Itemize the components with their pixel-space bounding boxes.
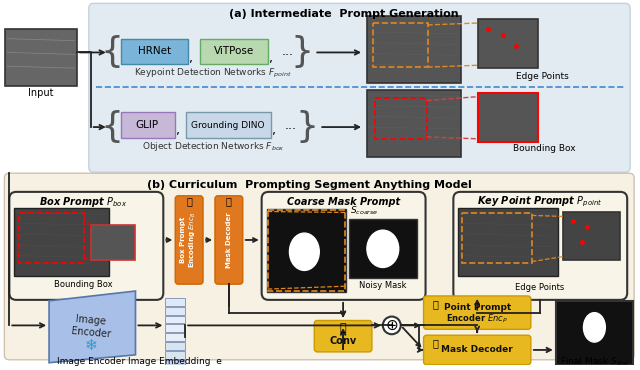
Text: $S_{coarse}$: $S_{coarse}$ xyxy=(350,204,378,217)
Text: }: } xyxy=(296,110,319,144)
FancyBboxPatch shape xyxy=(453,192,627,300)
Bar xyxy=(165,324,185,332)
Text: Image: Image xyxy=(75,314,106,327)
Bar xyxy=(165,298,185,306)
Text: 🔥: 🔥 xyxy=(226,196,232,206)
Bar xyxy=(458,208,557,276)
Bar xyxy=(462,213,532,263)
Text: Bounding Box: Bounding Box xyxy=(54,280,112,289)
Ellipse shape xyxy=(367,230,399,268)
FancyBboxPatch shape xyxy=(424,335,531,365)
Bar xyxy=(165,360,185,368)
Text: Input: Input xyxy=(28,88,54,98)
FancyBboxPatch shape xyxy=(89,3,630,172)
Text: Edge Points: Edge Points xyxy=(515,283,564,292)
Bar xyxy=(556,301,633,365)
Bar xyxy=(267,209,346,292)
Bar xyxy=(91,225,136,260)
Text: Keypoint Detection Networks $\mathit{F}_{point}$: Keypoint Detection Networks $\mathit{F}_… xyxy=(134,67,292,80)
Text: Box Prompt $\mathit{P}_{box}$: Box Prompt $\mathit{P}_{box}$ xyxy=(39,195,127,209)
Text: ,: , xyxy=(271,124,276,138)
Bar xyxy=(165,316,185,323)
Text: {: { xyxy=(100,110,123,144)
Bar xyxy=(5,29,77,86)
Text: ,: , xyxy=(189,52,193,65)
Bar xyxy=(349,219,417,278)
Text: Noisy Mask: Noisy Mask xyxy=(359,280,406,290)
Bar xyxy=(375,98,426,139)
Bar xyxy=(478,93,538,142)
Text: Encoder: Encoder xyxy=(70,326,111,339)
Bar xyxy=(165,342,185,350)
Bar xyxy=(268,209,345,291)
Bar xyxy=(165,307,185,314)
FancyBboxPatch shape xyxy=(10,192,163,300)
Text: ...: ... xyxy=(282,45,294,58)
Bar xyxy=(165,351,185,359)
Text: 🔥: 🔥 xyxy=(186,196,192,206)
Ellipse shape xyxy=(584,313,605,342)
Bar xyxy=(186,112,271,138)
Bar xyxy=(14,208,109,276)
Bar xyxy=(120,112,175,138)
Text: Image Embedding  e: Image Embedding e xyxy=(128,357,222,366)
Text: ,: , xyxy=(269,52,273,65)
Bar xyxy=(478,19,538,68)
Bar xyxy=(373,23,428,67)
Text: Conv: Conv xyxy=(330,336,356,346)
Text: {: { xyxy=(100,36,123,70)
Text: 🔥: 🔥 xyxy=(433,299,438,309)
Text: Box Prompt
Encoding $Enc_B$: Box Prompt Encoding $Enc_B$ xyxy=(180,212,198,268)
Text: ❄: ❄ xyxy=(84,337,97,353)
FancyBboxPatch shape xyxy=(215,196,243,284)
Ellipse shape xyxy=(289,233,319,270)
Text: Point Prompt: Point Prompt xyxy=(444,303,511,312)
Text: (a) Intermediate  Prompt Generation: (a) Intermediate Prompt Generation xyxy=(229,9,459,19)
Text: Mask Decoder: Mask Decoder xyxy=(226,212,232,268)
Text: Final Mask $\mathit{S}_{fine}$: Final Mask $\mathit{S}_{fine}$ xyxy=(559,356,629,368)
Text: (b) Curriculum  Prompting Segment Anything Model: (b) Curriculum Prompting Segment Anythin… xyxy=(147,180,472,190)
Bar xyxy=(19,213,84,263)
FancyBboxPatch shape xyxy=(424,296,531,329)
Text: 🔥: 🔥 xyxy=(340,323,346,333)
Text: ...: ... xyxy=(284,119,296,132)
Text: Image Encoder: Image Encoder xyxy=(57,357,125,366)
FancyBboxPatch shape xyxy=(314,320,372,352)
Text: HRNet: HRNet xyxy=(138,47,171,57)
Text: Key Point Prompt $\mathit{P}_{point}$: Key Point Prompt $\mathit{P}_{point}$ xyxy=(477,195,602,209)
Text: ,: , xyxy=(176,124,180,138)
Bar xyxy=(367,16,461,83)
Bar xyxy=(165,333,185,341)
Text: GLIP: GLIP xyxy=(136,120,159,130)
Bar xyxy=(200,39,268,64)
Text: Object Detection Networks $\mathit{F}_{box}$: Object Detection Networks $\mathit{F}_{b… xyxy=(141,140,284,153)
Bar xyxy=(367,90,461,157)
Polygon shape xyxy=(49,291,136,363)
FancyBboxPatch shape xyxy=(4,173,634,360)
Text: 🔥: 🔥 xyxy=(433,338,438,348)
FancyBboxPatch shape xyxy=(262,192,426,300)
Text: Mask Decoder: Mask Decoder xyxy=(442,346,513,354)
Text: ViTPose: ViTPose xyxy=(214,47,254,57)
Text: }: } xyxy=(291,36,314,70)
FancyBboxPatch shape xyxy=(175,196,203,284)
Text: Coarse Mask Prompt: Coarse Mask Prompt xyxy=(287,197,399,207)
Text: $\oplus$: $\oplus$ xyxy=(385,318,399,333)
Bar xyxy=(563,212,620,260)
Text: Edge Points: Edge Points xyxy=(516,71,569,81)
Text: Bounding Box: Bounding Box xyxy=(513,144,576,153)
Text: Encoder $Enc_P$: Encoder $Enc_P$ xyxy=(446,312,508,325)
Bar xyxy=(120,39,188,64)
Circle shape xyxy=(383,317,401,334)
Text: Grounding DINO: Grounding DINO xyxy=(191,121,264,130)
